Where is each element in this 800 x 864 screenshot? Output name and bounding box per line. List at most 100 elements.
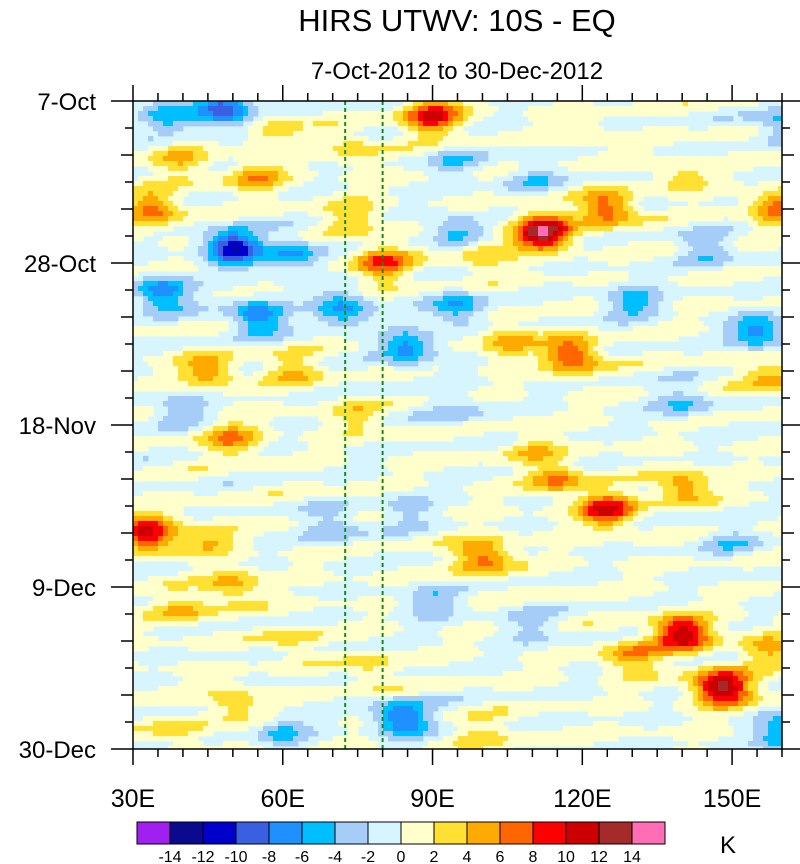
heatmap-cell [618,316,624,322]
heatmap-cell [378,121,384,127]
heatmap-cell [518,346,524,352]
heatmap-cell [358,176,364,182]
heatmap-cell [263,231,269,237]
heatmap-cell [473,106,479,112]
heatmap-cell [768,356,774,362]
heatmap-cell [733,186,739,192]
heatmap-cell [513,381,519,387]
heatmap-cell [328,236,334,242]
heatmap-cell [618,271,624,277]
heatmap-cell [183,326,189,332]
heatmap-cell [463,116,469,122]
heatmap-cell [268,171,274,177]
heatmap-cell [758,241,764,247]
heatmap-cell [488,201,494,207]
heatmap-cell [423,136,429,142]
heatmap-cell [578,121,584,127]
heatmap-cell [233,251,239,257]
heatmap-cell [238,346,244,352]
heatmap-cell [553,216,559,222]
heatmap-cell [143,186,149,192]
heatmap-cell [298,126,304,132]
heatmap-cell [473,251,479,257]
heatmap-cell [763,161,769,167]
heatmap-cell [613,296,619,302]
heatmap-cell [583,331,589,337]
heatmap-cell [513,316,519,322]
heatmap-cell [498,366,504,372]
heatmap-cell [393,136,399,142]
heatmap-cell [338,156,344,162]
heatmap-cell [763,241,769,247]
heatmap-cell [418,101,424,107]
heatmap-cell [383,221,389,227]
heatmap-cell [588,386,594,392]
heatmap-cell [773,296,779,302]
heatmap-cell [348,131,354,137]
heatmap-cell [388,271,394,277]
heatmap-cell [533,196,539,202]
heatmap-cell [353,236,359,242]
heatmap-cell [623,201,629,207]
heatmap-cell [518,226,524,232]
heatmap-cell [753,201,759,207]
heatmap-cell [528,346,534,352]
heatmap-cell [583,301,589,307]
heatmap-cell [723,156,729,162]
heatmap-cell [173,221,179,227]
heatmap-cell [778,386,783,392]
heatmap-cell [298,261,304,267]
heatmap-cell [608,186,614,192]
heatmap-cell [653,336,659,342]
heatmap-cell [573,221,579,227]
heatmap-cell [203,121,209,127]
heatmap-cell [693,206,699,212]
heatmap-cell [768,116,774,122]
heatmap-cell [768,241,774,247]
heatmap-cell [718,226,724,232]
heatmap-cell [373,231,379,237]
heatmap-cell [308,201,314,207]
heatmap-cell [558,361,564,367]
heatmap-cell [188,211,194,217]
heatmap-cell [478,231,484,237]
heatmap-cell [688,196,694,202]
heatmap-cell [333,321,339,327]
heatmap-cell [583,206,589,212]
heatmap-cell [578,206,584,212]
heatmap-cell [608,166,614,172]
heatmap-cell [758,191,764,197]
heatmap-cell [408,256,414,262]
heatmap-cell [168,266,174,272]
heatmap-cell [438,126,444,132]
heatmap-cell [678,306,684,312]
heatmap-cell [653,306,659,312]
heatmap-cell [208,146,214,152]
heatmap-cell [303,176,309,182]
heatmap-cell [323,201,329,207]
heatmap-cell [703,301,709,307]
heatmap-cell [363,201,369,207]
heatmap-cell [278,121,284,127]
heatmap-cell [623,136,629,142]
heatmap-cell [583,211,589,217]
heatmap-cell [378,356,384,362]
heatmap-cell [303,366,309,372]
heatmap-cell [258,246,264,252]
heatmap-cell [778,266,783,272]
heatmap-cell [493,286,499,292]
heatmap-cell [593,376,599,382]
heatmap-cell [733,376,739,382]
heatmap-cell [273,126,279,132]
heatmap-cell [638,291,644,297]
heatmap-cell [593,141,599,147]
heatmap-cell [708,356,714,362]
heatmap-cell [648,131,654,137]
heatmap-cell [623,156,629,162]
heatmap-cell [678,186,684,192]
heatmap-cell [428,146,434,152]
heatmap-cell [408,291,414,297]
heatmap-cell [183,346,189,352]
heatmap-cell [233,101,239,107]
heatmap-cell [688,211,694,217]
